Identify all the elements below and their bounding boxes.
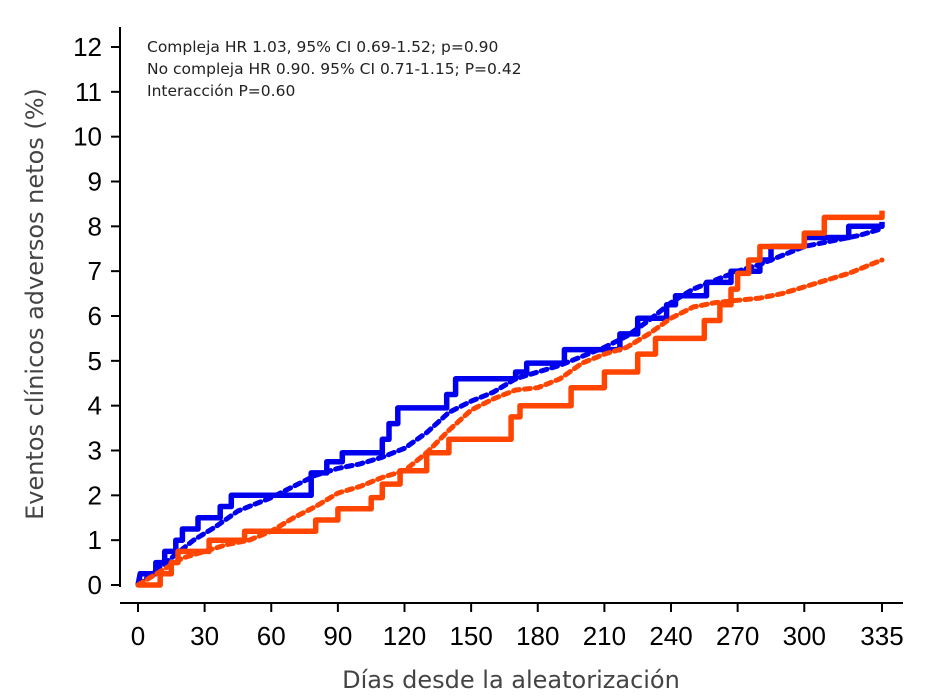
x-tick-label: 240: [649, 621, 692, 651]
y-tick-label: 12: [73, 32, 102, 62]
y-tick-label: 10: [73, 122, 102, 152]
y-tick-label: 1: [88, 525, 102, 555]
series-line-4: [135, 257, 885, 588]
y-tick-label: 2: [88, 480, 102, 510]
x-tick-label: 0: [131, 621, 145, 651]
x-tick-label: 210: [583, 621, 626, 651]
series-layer: [135, 210, 885, 588]
y-tick-label: 3: [88, 436, 102, 466]
y-tick-label: 0: [88, 570, 102, 600]
x-tick-label: 120: [383, 621, 426, 651]
x-tick-label: 60: [257, 621, 286, 651]
y-tick-label: 7: [88, 256, 102, 286]
x-tick-label: 335: [860, 621, 903, 651]
y-tick-label: 6: [88, 301, 102, 331]
x-tick-label: 300: [783, 621, 826, 651]
x-ticks: 0 30 60 90 120 150 180 210 240 270 300 335: [131, 603, 904, 651]
y-tick-label: 8: [88, 211, 102, 241]
series-line-3: [138, 210, 885, 588]
x-tick-label: 90: [323, 621, 352, 651]
x-tick-label: 30: [190, 621, 219, 651]
y-tick-label: 4: [88, 391, 102, 421]
annotation-1: Compleja HR 1.03, 95% CI 0.69-1.52; p=0.…: [147, 38, 498, 56]
y-tick-label: 5: [88, 346, 102, 376]
x-axis-title: Días desde la aleatorización: [342, 666, 680, 694]
x-tick-label: 180: [516, 621, 559, 651]
annotations: Compleja HR 1.03, 95% CI 0.69-1.52; p=0.…: [147, 38, 522, 100]
x-tick-label: 270: [716, 621, 759, 651]
y-axis-title: Eventos clínicos adversos netos (%): [21, 88, 49, 520]
y-tick-label: 9: [88, 167, 102, 197]
annotation-2: No compleja HR 0.90. 95% CI 0.71-1.15; P…: [147, 60, 522, 78]
axes: [119, 27, 903, 604]
annotation-3: Interacción P=0.60: [147, 82, 295, 100]
x-tick-label: 150: [449, 621, 492, 651]
y-tick-label: 11: [75, 77, 102, 107]
